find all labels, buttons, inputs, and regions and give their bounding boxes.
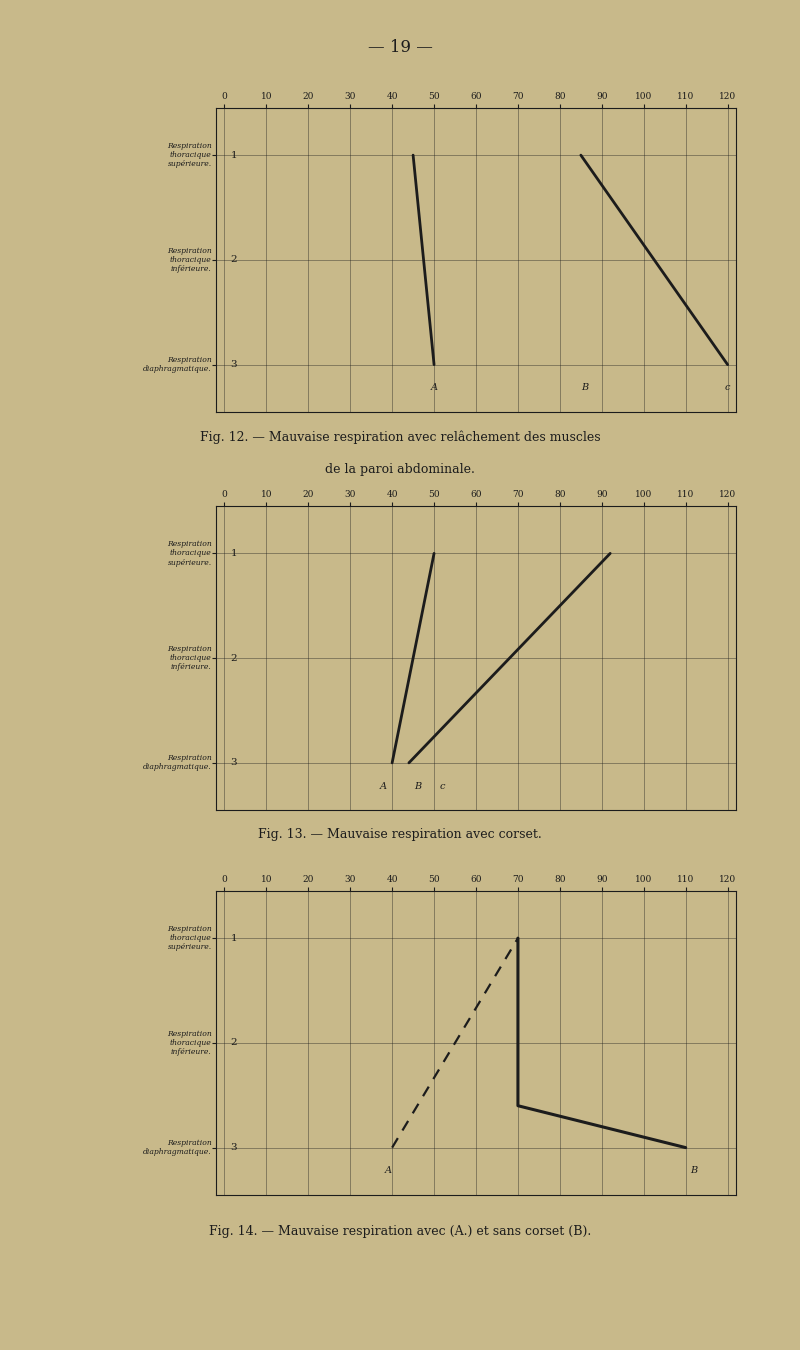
Text: A: A <box>385 1166 391 1176</box>
Text: 2: 2 <box>230 653 238 663</box>
Text: Respiration
diaphragmatique.: Respiration diaphragmatique. <box>143 1139 212 1156</box>
Text: Fig. 13. — Mauvaise respiration avec corset.: Fig. 13. — Mauvaise respiration avec cor… <box>258 828 542 841</box>
Text: 1: 1 <box>230 934 238 942</box>
Text: 2: 2 <box>230 1038 238 1048</box>
Text: 1: 1 <box>230 549 238 558</box>
Text: A: A <box>430 383 438 393</box>
Text: Respiration
thoracique
supérieure.: Respiration thoracique supérieure. <box>167 540 212 567</box>
Text: c: c <box>725 383 730 393</box>
Text: Respiration
thoracique
supérieure.: Respiration thoracique supérieure. <box>167 925 212 952</box>
Text: Respiration
thoracique
inférieure.: Respiration thoracique inférieure. <box>167 1030 212 1056</box>
Text: B: B <box>582 383 589 393</box>
Text: 3: 3 <box>230 759 238 767</box>
Text: c: c <box>440 782 446 791</box>
Text: Respiration
thoracique
supérieure.: Respiration thoracique supérieure. <box>167 142 212 169</box>
Text: Respiration
thoracique
inférieure.: Respiration thoracique inférieure. <box>167 247 212 273</box>
Text: de la paroi abdominale.: de la paroi abdominale. <box>325 463 475 477</box>
Text: Respiration
thoracique
inférieure.: Respiration thoracique inférieure. <box>167 645 212 671</box>
Text: Respiration
diaphragmatique.: Respiration diaphragmatique. <box>143 356 212 373</box>
Text: 2: 2 <box>230 255 238 265</box>
Text: Respiration
diaphragmatique.: Respiration diaphragmatique. <box>143 755 212 771</box>
Text: 3: 3 <box>230 360 238 369</box>
Text: 3: 3 <box>230 1143 238 1152</box>
Text: — 19 —: — 19 — <box>367 39 433 55</box>
Text: A: A <box>380 782 387 791</box>
Text: B: B <box>690 1166 698 1176</box>
Text: B: B <box>414 782 421 791</box>
Text: 1: 1 <box>230 151 238 159</box>
Text: Fig. 14. — Mauvaise respiration avec (A.) et sans corset (B).: Fig. 14. — Mauvaise respiration avec (A.… <box>209 1224 591 1238</box>
Text: Fig. 12. — Mauvaise respiration avec relâchement des muscles: Fig. 12. — Mauvaise respiration avec rel… <box>200 431 600 444</box>
